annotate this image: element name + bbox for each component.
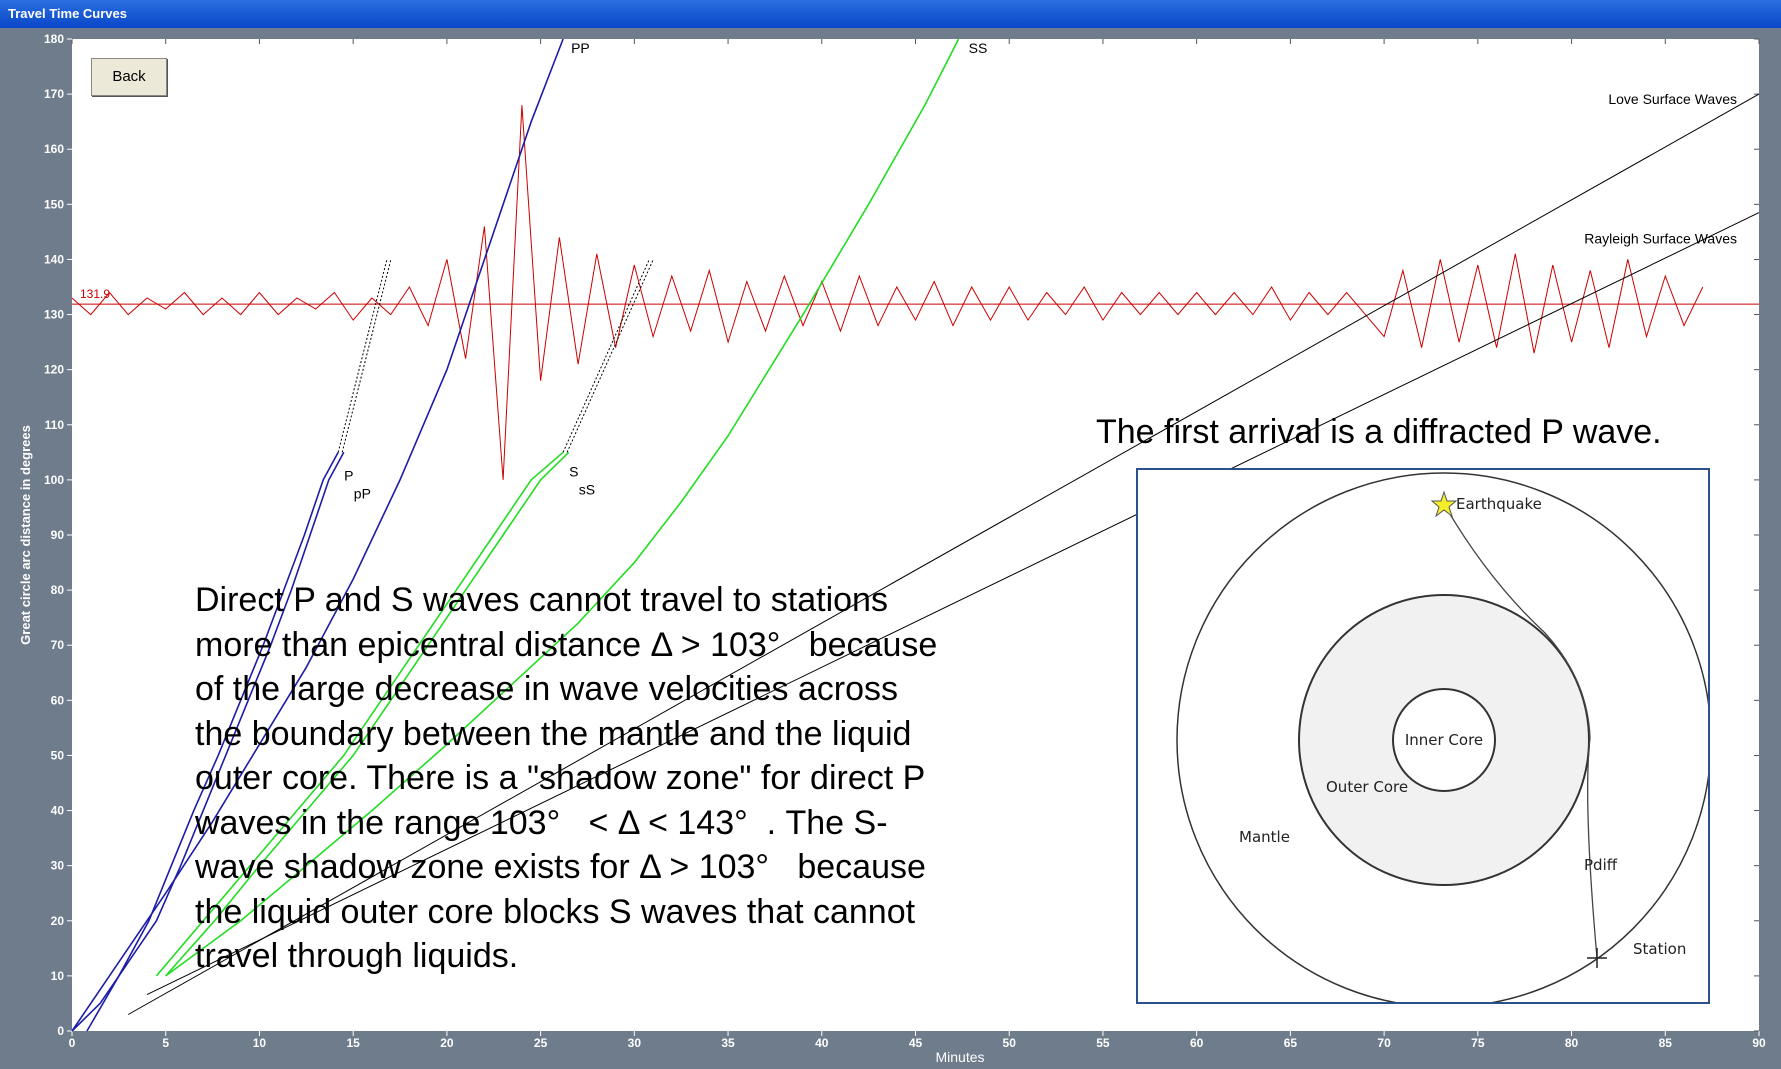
curve-label: sS (579, 481, 595, 497)
back-button[interactable]: Back (91, 58, 167, 96)
note-line: wave shadow zone exists for Δ > 103° bec… (195, 845, 937, 890)
label: Earthquake (1456, 495, 1542, 513)
x-axis-label: Minutes (935, 1049, 984, 1065)
y-tick-label: 10 (51, 969, 65, 983)
x-tick-label: 90 (1752, 1036, 1766, 1050)
x-tick-label: 10 (253, 1036, 267, 1050)
x-tick-label: 85 (1659, 1036, 1673, 1050)
curve-label: PP (571, 40, 590, 56)
note-line: outer core. There is a "shadow zone" for… (195, 756, 937, 801)
curve-label: S (569, 463, 578, 479)
label: Station (1633, 940, 1686, 958)
window-title: Travel Time Curves (0, 0, 1781, 28)
y-tick-label: 180 (44, 32, 64, 46)
y-tick-label: 140 (44, 252, 64, 266)
earth-diagram-svg: Earthquake Inner Core Outer Core Mantle … (1138, 470, 1710, 1004)
x-tick-label: 30 (628, 1036, 642, 1050)
y-tick-label: 70 (51, 638, 65, 652)
label: Pdiff (1584, 856, 1618, 874)
earthquake-star (1432, 492, 1456, 516)
earth-diagram: Earthquake Inner Core Outer Core Mantle … (1136, 468, 1710, 1004)
note-line: of the large decrease in wave velocities… (195, 667, 937, 712)
label: Mantle (1239, 828, 1290, 846)
note-line: Direct P and S waves cannot travel to st… (195, 578, 937, 623)
label: Outer Core (1326, 778, 1408, 796)
y-tick-label: 60 (51, 693, 65, 707)
y-tick-label: 150 (44, 197, 64, 211)
y-tick-label: 20 (51, 914, 65, 928)
x-tick-label: 35 (721, 1036, 735, 1050)
x-tick-label: 65 (1284, 1036, 1298, 1050)
y-tick-label: 100 (44, 473, 64, 487)
shadow-zone-note: Direct P and S waves cannot travel to st… (195, 578, 937, 979)
curve-label: Rayleigh Surface Waves (1584, 231, 1737, 247)
y-tick-label: 40 (51, 804, 65, 818)
y-tick-label: 130 (44, 308, 64, 322)
page: Travel Time Curves Minutes Great circle … (0, 0, 1781, 1069)
x-tick-label: 40 (815, 1036, 829, 1050)
y-tick-label: 80 (51, 583, 65, 597)
note-line: waves in the range 103° < Δ < 143° . The… (195, 801, 937, 846)
x-tick-label: 75 (1471, 1036, 1485, 1050)
curve-label: pP (354, 485, 371, 501)
x-tick-label: 45 (909, 1036, 923, 1050)
x-tick-label: 25 (534, 1036, 548, 1050)
first-arrival-note: The first arrival is a diffracted P wave… (1096, 413, 1662, 452)
baseline-label: 131.9 (80, 287, 110, 301)
curve-label: SS (969, 40, 988, 56)
x-tick-label: 60 (1190, 1036, 1204, 1050)
note-line: more than epicentral distance Δ > 103° b… (195, 623, 937, 668)
y-axis-label: Great circle arc distance in degrees (18, 425, 33, 645)
label: Inner Core (1405, 731, 1483, 749)
x-tick-label: 5 (162, 1036, 169, 1050)
note-line: travel through liquids. (195, 934, 937, 979)
y-tick-label: 50 (51, 748, 65, 762)
x-tick-label: 50 (1003, 1036, 1017, 1050)
curve-label: Love Surface Waves (1608, 91, 1737, 107)
x-tick-label: 15 (346, 1036, 360, 1050)
curve-label: P (344, 467, 353, 483)
y-tick-label: 110 (45, 418, 65, 432)
y-tick-label: 90 (51, 528, 65, 542)
y-tick-label: 0 (57, 1024, 64, 1038)
y-tick-label: 170 (44, 87, 64, 101)
x-tick-label: 55 (1096, 1036, 1110, 1050)
y-tick-label: 30 (51, 859, 65, 873)
y-tick-label: 120 (44, 363, 64, 377)
note-line: the boundary between the mantle and the … (195, 712, 937, 757)
x-tick-label: 80 (1565, 1036, 1579, 1050)
x-tick-label: 20 (440, 1036, 454, 1050)
x-tick-label: 0 (69, 1036, 76, 1050)
station-mark (1587, 948, 1607, 968)
y-tick-label: 160 (44, 142, 64, 156)
note-line: the liquid outer core blocks S waves tha… (195, 890, 937, 935)
x-tick-label: 70 (1377, 1036, 1391, 1050)
